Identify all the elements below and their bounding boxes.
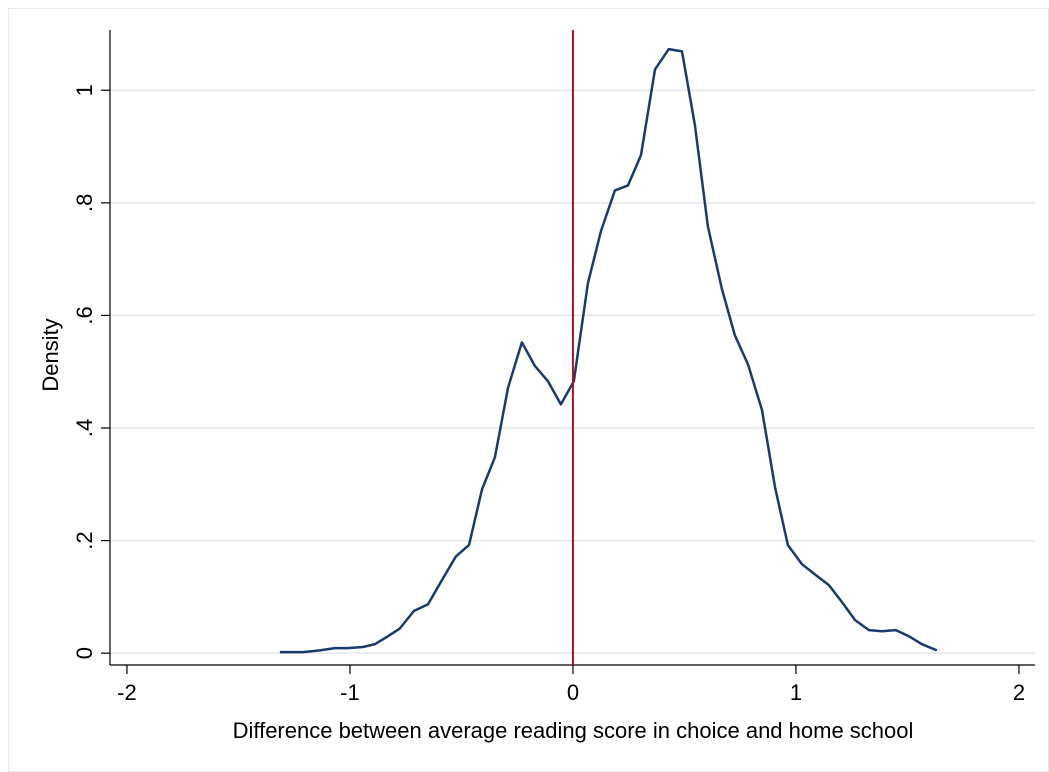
density-line xyxy=(279,47,938,654)
y-axis-title: Density xyxy=(38,318,63,391)
y-tick-label: .4 xyxy=(72,419,97,437)
x-tick-label: 0 xyxy=(567,680,579,705)
x-tick-label: 2 xyxy=(1013,680,1025,705)
y-tick-label: 0 xyxy=(72,647,97,659)
x-tick-label: -1 xyxy=(340,680,360,705)
y-tick-label: .6 xyxy=(72,306,97,324)
x-tick-label: 1 xyxy=(790,680,802,705)
x-tick-label: -2 xyxy=(117,680,137,705)
y-tick-label: 1 xyxy=(72,84,97,96)
y-tick-label: .8 xyxy=(72,194,97,212)
y-tick-label: .2 xyxy=(72,531,97,549)
frame xyxy=(8,8,1049,772)
x-axis-title: Difference between average reading score… xyxy=(233,718,914,743)
